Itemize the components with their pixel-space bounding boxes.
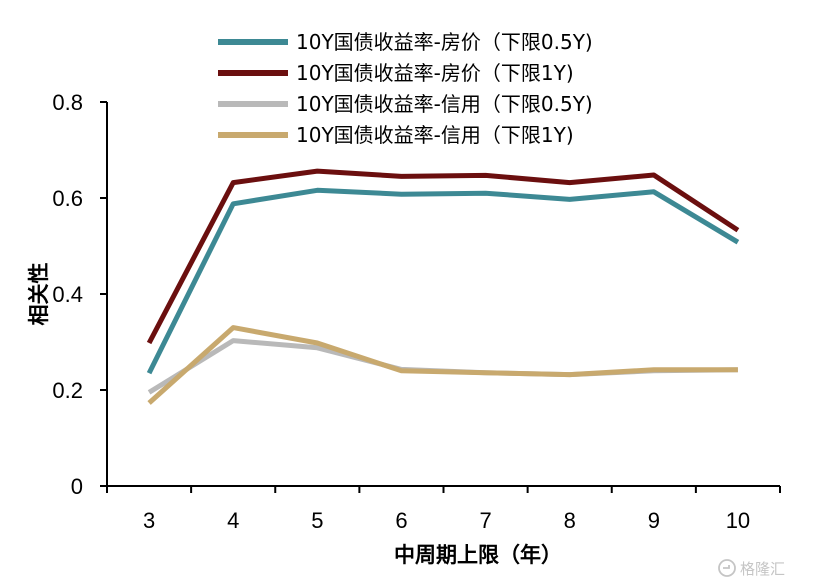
legend-label-1: 10Y国债收益率-房价（下限0.5Y): [296, 30, 593, 54]
series-line-4: [147, 325, 738, 405]
series-line-3: [147, 338, 738, 395]
y-tick-label: 0.6: [52, 186, 83, 211]
series-lines: [146, 168, 740, 405]
y-tick-label: 0.4: [52, 282, 83, 307]
x-tick-label: 10: [726, 508, 750, 533]
y-tick-label: 0.8: [52, 90, 83, 115]
x-tick-label: 9: [648, 508, 660, 533]
series-line-2: [146, 168, 740, 345]
x-tick-label: 5: [311, 508, 323, 533]
x-tick-label: 4: [227, 508, 239, 533]
x-ticks: 3 4 5 6 7 8 9 10: [106, 486, 781, 533]
y-tick-label: 0: [71, 474, 83, 499]
x-axis-title: 中周期上限（年）: [394, 543, 562, 567]
y-ticks: 0 0.2 0.4 0.6 0.8: [52, 90, 107, 499]
x-tick-label: 6: [395, 508, 407, 533]
x-tick-label: 8: [564, 508, 576, 533]
x-tick-label: 3: [143, 508, 155, 533]
watermark: 格隆汇: [718, 559, 785, 578]
series-line-1: [146, 187, 740, 375]
y-tick-label: 0.2: [52, 378, 83, 403]
legend-label-2: 10Y国债收益率-房价（下限1Y): [296, 61, 574, 85]
watermark-text: 格隆汇: [740, 560, 785, 578]
gelonghui-logo-icon: [718, 559, 736, 577]
x-tick-label: 7: [479, 508, 491, 533]
y-axis-title: 相关性: [27, 263, 51, 326]
axes: [106, 102, 780, 487]
legend: 10Y国债收益率-房价（下限0.5Y) 10Y国债收益率-房价（下限1Y) 10Y国…: [218, 30, 593, 147]
legend-label-4: 10Y国债收益率-信用（下限1Y): [296, 123, 574, 147]
legend-label-3: 10Y国债收益率-信用（下限0.5Y): [296, 92, 593, 116]
